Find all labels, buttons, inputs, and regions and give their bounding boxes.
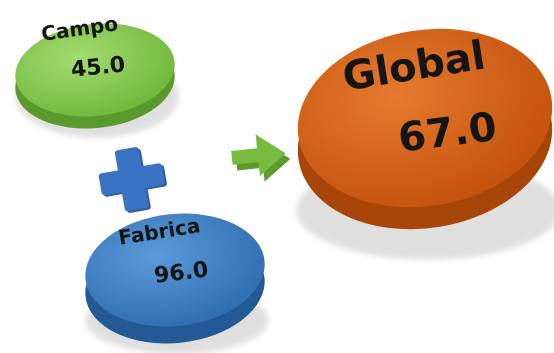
fabrica-disc bbox=[85, 213, 269, 353]
global-disc bbox=[296, 28, 554, 260]
campo-disc bbox=[15, 23, 179, 138]
plus-icon bbox=[98, 147, 167, 213]
global-value: 67.0 bbox=[395, 103, 500, 162]
arrow-right-icon bbox=[231, 134, 291, 182]
campo-value: 45.0 bbox=[69, 52, 127, 83]
